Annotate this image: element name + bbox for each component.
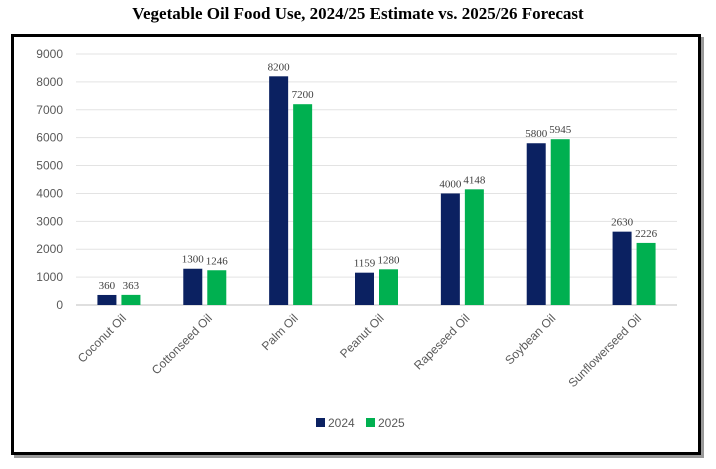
y-tick-label: 4000	[36, 186, 63, 200]
legend-label: 2024	[328, 416, 355, 430]
x-axis-labels: Coconut Oil Cottonseed Oil Palm Oil Peanut …	[75, 311, 644, 390]
y-tick-label: 7000	[36, 103, 63, 117]
bars	[97, 76, 656, 305]
bar-2024	[269, 76, 289, 305]
y-tick-label: 6000	[36, 131, 63, 145]
y-tick-label: 0	[56, 298, 63, 312]
data-label: 2630	[611, 217, 634, 229]
x-tick-label: Soybean Oil	[502, 311, 558, 367]
bar-2024	[97, 294, 117, 305]
data-label: 1280	[378, 254, 401, 266]
bar-2025	[550, 139, 570, 305]
data-label: 363	[123, 280, 140, 292]
bar-2025	[207, 270, 227, 305]
bar-2024	[183, 268, 203, 305]
bar-2025	[464, 189, 484, 305]
bar-2025	[121, 294, 141, 305]
data-label: 360	[99, 280, 116, 292]
x-tick-label: Peanut Oil	[337, 311, 387, 361]
y-tick-label: 9000	[36, 47, 63, 61]
data-label: 5800	[525, 128, 548, 140]
data-label: 7200	[292, 89, 315, 101]
data-label: 4000	[439, 178, 462, 190]
bar-2024	[612, 231, 632, 305]
bar-2025	[636, 242, 656, 305]
bar-2024	[526, 143, 546, 305]
legend-label: 2025	[378, 416, 405, 430]
data-label: 5945	[549, 124, 572, 136]
bar-2025	[293, 104, 313, 305]
y-tick-label: 8000	[36, 75, 63, 89]
data-label: 8200	[268, 61, 291, 73]
data-label: 1300	[182, 254, 205, 266]
y-axis-ticks: 0 1000 2000 3000 4000 5000 6000 7000 8000 9000	[36, 47, 63, 312]
chart-frame: 0 1000 2000 3000 4000 5000 6000 7000 8000 9000 36…	[11, 34, 701, 455]
x-tick-label: Rapeseed Oil	[411, 311, 472, 372]
data-label: 1246	[206, 255, 229, 267]
y-tick-label: 1000	[36, 270, 63, 284]
data-label: 4148	[463, 174, 486, 186]
x-tick-label: Sunflowerseed Oil	[565, 311, 644, 390]
y-tick-label: 3000	[36, 214, 63, 228]
legend-swatch-2024	[316, 418, 325, 427]
x-tick-label: Coconut Oil	[75, 311, 129, 365]
data-label: 1159	[354, 258, 376, 270]
gridlines	[76, 53, 677, 306]
data-labels: 360 363 1300 1246 8200 7200 1159 1280 4000 4148 58…	[99, 61, 658, 292]
bar-chart: 0 1000 2000 3000 4000 5000 6000 7000 8000 9000 36…	[36, 47, 677, 430]
legend: 2024 2025	[316, 416, 405, 430]
x-tick-label: Cottonseed Oil	[149, 311, 215, 377]
data-label: 2226	[635, 228, 658, 240]
legend-swatch-2025	[366, 418, 375, 427]
y-tick-label: 5000	[36, 159, 63, 173]
chart-title: Vegetable Oil Food Use, 2024/25 Estimate…	[132, 4, 584, 23]
x-tick-label: Palm Oil	[259, 311, 301, 353]
bar-2024	[355, 272, 374, 305]
bar-2025	[379, 269, 398, 305]
y-tick-label: 2000	[36, 242, 63, 256]
bar-2024	[440, 193, 460, 305]
